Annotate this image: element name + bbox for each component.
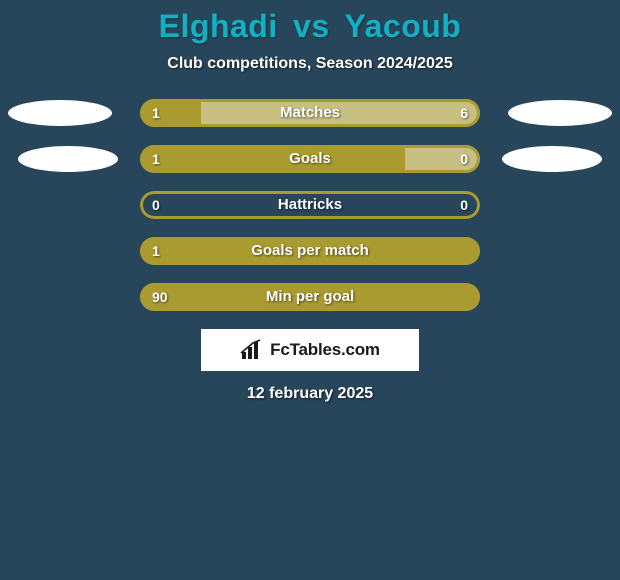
- subtitle: Club competitions, Season 2024/2025: [0, 55, 620, 73]
- stat-value-left: 1: [152, 145, 160, 173]
- comparison-infographic: Elghadi vs Yacoub Club competitions, Sea…: [0, 0, 620, 580]
- team-chip-left: [18, 146, 118, 172]
- stat-bar: 1 0 Goals: [140, 145, 480, 173]
- stat-row-hattricks: 0 0 Hattricks: [0, 191, 620, 219]
- stat-bar: 1 6 Matches: [140, 99, 480, 127]
- stat-row-goals-per-match: 1 Goals per match: [0, 237, 620, 265]
- stat-bar: 1 Goals per match: [140, 237, 480, 265]
- stat-bar-left: [140, 237, 480, 265]
- stat-value-left: 90: [152, 283, 168, 311]
- footer-date: 12 february 2025: [0, 385, 620, 403]
- stat-value-left: 1: [152, 237, 160, 265]
- brand-badge: FcTables.com: [201, 329, 419, 371]
- stat-bar-left: [140, 145, 405, 173]
- stat-bar-left: [140, 283, 480, 311]
- stat-bar-right: [405, 145, 480, 173]
- stat-row-goals: 1 0 Goals: [0, 145, 620, 173]
- stat-value-right: 0: [460, 145, 468, 173]
- player-a-name: Elghadi: [159, 8, 278, 44]
- stat-rows: 1 6 Matches 1 0 Goals: [0, 99, 620, 311]
- stat-bar: 90 Min per goal: [140, 283, 480, 311]
- stat-value-left: 1: [152, 99, 160, 127]
- team-chip-left: [8, 100, 112, 126]
- team-chip-right: [508, 100, 612, 126]
- stat-bar-left: [140, 99, 201, 127]
- bar-chart-icon: [240, 339, 264, 361]
- team-chip-right: [502, 146, 602, 172]
- stat-row-matches: 1 6 Matches: [0, 99, 620, 127]
- stat-bar-border: [140, 191, 480, 219]
- brand-text: FcTables.com: [270, 340, 380, 360]
- stat-bar: 0 0 Hattricks: [140, 191, 480, 219]
- player-b-name: Yacoub: [345, 8, 462, 44]
- stat-row-min-per-goal: 90 Min per goal: [0, 283, 620, 311]
- stat-value-right: 0: [460, 191, 468, 219]
- title-vs: vs: [293, 8, 330, 44]
- stat-bar-right: [201, 99, 480, 127]
- stat-label: Hattricks: [140, 191, 480, 219]
- page-title: Elghadi vs Yacoub: [0, 8, 620, 45]
- stat-value-right: 6: [460, 99, 468, 127]
- stat-value-left: 0: [152, 191, 160, 219]
